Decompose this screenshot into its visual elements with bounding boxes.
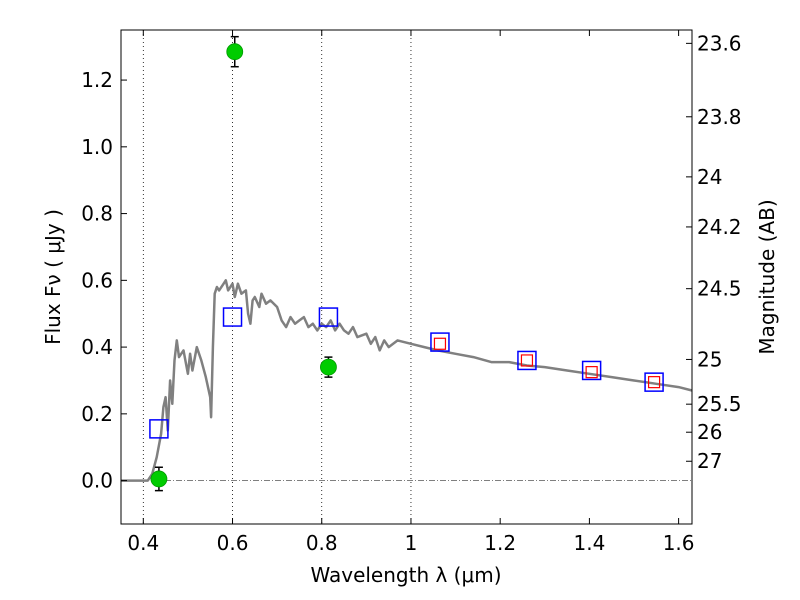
model-point	[149, 419, 169, 439]
right-tick-label: 24	[697, 165, 722, 189]
x-tick-label: 1.6	[663, 531, 695, 555]
y-tick-label: 0.2	[81, 402, 113, 426]
x-axis-label: Wavelength λ (μm)	[310, 563, 501, 587]
series-small-open-square	[433, 337, 661, 389]
model-point	[644, 372, 664, 392]
right-tick-label: 24.2	[697, 215, 742, 239]
right-tick-label: 23.6	[697, 31, 742, 55]
observed-point	[150, 470, 168, 488]
series-filled-circle	[150, 35, 337, 492]
model-point	[430, 332, 450, 352]
plot-frame	[120, 29, 693, 525]
y-tick-label: 1.2	[81, 68, 113, 92]
x-tick-label: 0.8	[306, 531, 338, 555]
nir-point	[433, 337, 447, 350]
nir-point	[647, 376, 661, 389]
right-axis-ticks: 23.6 23.8 24 24.2 24.5 25 25.5 26 27	[686, 31, 742, 473]
y-tick-label: 0.4	[81, 335, 113, 359]
x-tick-label: 1.4	[573, 531, 605, 555]
observed-point	[320, 358, 337, 376]
sed-template-line	[121, 279, 693, 482]
x-tick-label: 1	[405, 531, 418, 555]
x-axis-ticks: 0.4 0.6 0.8 1 1.2 1.4 1.6	[127, 30, 695, 555]
model-point	[581, 360, 602, 381]
model-point	[222, 307, 243, 327]
series-open-square	[149, 307, 664, 439]
grid-lines	[121, 30, 692, 524]
x-tick-label: 0.4	[127, 531, 159, 555]
x-tick-label: 0.6	[217, 531, 249, 555]
y-tick-label: 0.8	[81, 202, 113, 226]
y-tick-label: 1.0	[81, 135, 113, 159]
right-tick-label: 25.5	[697, 392, 742, 416]
y-tick-label: 0.0	[81, 469, 113, 493]
right-tick-label: 24.5	[697, 277, 742, 301]
right-axis-label: Magnitude (AB)	[755, 199, 779, 354]
right-tick-label: 27	[697, 449, 722, 473]
model-point	[318, 307, 339, 327]
right-tick-label: 25	[697, 347, 722, 371]
observed-point	[226, 43, 244, 61]
right-tick-label: 23.8	[697, 105, 742, 129]
series-layer	[121, 35, 693, 492]
series-line	[121, 279, 693, 482]
x-tick-label: 1.2	[484, 531, 516, 555]
right-tick-label: 26	[697, 420, 722, 444]
model-point	[517, 350, 537, 371]
y-tick-label: 0.6	[81, 268, 113, 292]
nir-point	[520, 354, 534, 367]
y-axis-label: Flux Fν ( μJy )	[41, 209, 65, 345]
y-axis-ticks: 0.0 0.2 0.4 0.6 0.8 1.0 1.2	[81, 68, 127, 493]
plot-background	[121, 30, 692, 524]
nir-point	[585, 366, 598, 379]
